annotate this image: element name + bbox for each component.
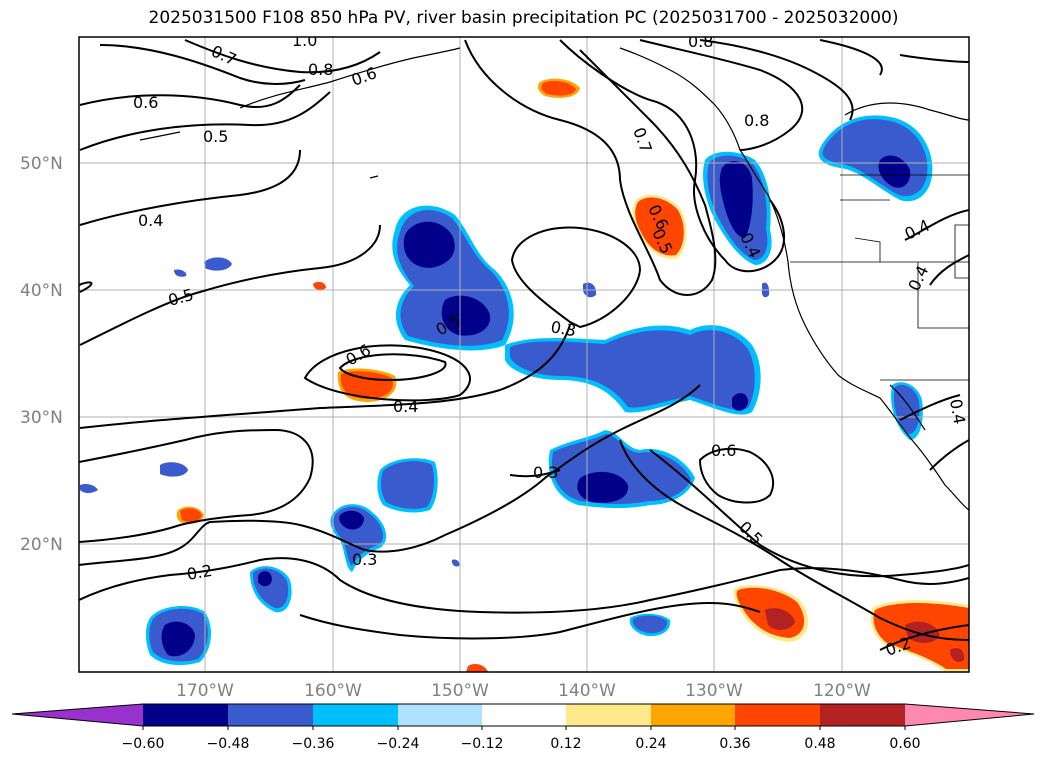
colorbar: −0.60 −0.48 −0.36 −0.24 −0.12 0.12 0.24 … (11, 703, 1035, 752)
colorbar-swatch (228, 704, 313, 726)
negative-precip-areas (80, 115, 933, 666)
colorbar-swatch (398, 704, 482, 726)
colorbar-tick-label: 0.48 (804, 736, 835, 752)
colorbar-tick-label: 0.12 (550, 736, 581, 752)
latitude-labels: 50°N 40°N 30°N 20°N (20, 154, 63, 555)
colorbar-tick-label: −0.36 (292, 736, 335, 752)
lon-label: 140°W (558, 681, 616, 701)
contour-label: 0.4 (138, 211, 163, 230)
longitude-labels: 170°W 160°W 150°W 140°W 130°W 120°W (176, 681, 871, 701)
lon-label: 160°W (304, 681, 362, 701)
colorbar-swatch (482, 704, 566, 726)
lat-label: 30°N (20, 408, 63, 428)
colorbar-tick-label: 0.36 (719, 736, 750, 752)
colorbar-tick-label: 0.24 (635, 736, 666, 752)
state-borders (790, 174, 969, 381)
contour-label: 0.4 (393, 397, 418, 416)
lon-label: 130°W (685, 681, 743, 701)
contour-label: 0.4 (946, 397, 969, 425)
colorbar-tick-label: −0.60 (122, 736, 165, 752)
contour-label: 0.8 (688, 32, 713, 51)
contour-label: 0.5 (203, 127, 228, 146)
colorbar-swatch (820, 704, 905, 726)
colorbar-swatch (143, 704, 228, 726)
colorbar-tick-label: 0.60 (889, 736, 920, 752)
positive-precip-areas (176, 78, 969, 672)
contour-label: 0.6 (711, 441, 736, 460)
contour-label: 0.3 (549, 317, 577, 340)
contour-label: 1.0 (292, 31, 317, 50)
contour-label: 0.8 (308, 60, 333, 79)
colorbar-swatch (735, 704, 820, 726)
colorbar-over-triangle (905, 704, 1034, 726)
colorbar-swatch (566, 704, 651, 726)
contour-label: 0.2 (185, 561, 213, 584)
graticule (79, 37, 969, 672)
colorbar-swatch (313, 704, 398, 726)
colorbar-swatch (651, 704, 735, 726)
colorbar-under-triangle (12, 704, 143, 726)
lat-label: 40°N (20, 281, 63, 301)
contour-label: 0.3 (533, 463, 558, 482)
contour-label: 0.6 (133, 93, 158, 112)
map-frame (78, 36, 970, 673)
colorbar-tick-label: −0.24 (377, 736, 420, 752)
lon-label: 170°W (176, 681, 234, 701)
contour-label: 0.8 (744, 111, 769, 130)
lon-label: 150°W (431, 681, 489, 701)
coastlines (139, 47, 969, 511)
lat-label: 20°N (20, 535, 63, 555)
lon-label: 120°W (813, 681, 871, 701)
contour-label: 0.3 (352, 550, 377, 569)
map-title: 2025031500 F108 850 hPa PV, river basin … (148, 8, 899, 28)
pv-contours (79, 39, 969, 651)
lat-label: 50°N (20, 154, 63, 174)
colorbar-tick-label: −0.12 (461, 736, 504, 752)
colorbar-tick-label: −0.48 (207, 736, 250, 752)
map-panel: 1.0 0.7 0.8 0.6 0.6 0.5 0.4 0.5 0.7 0.8 … (79, 31, 969, 672)
